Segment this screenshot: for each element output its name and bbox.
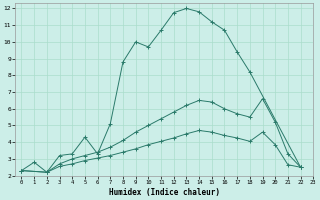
X-axis label: Humidex (Indice chaleur): Humidex (Indice chaleur) (109, 188, 220, 197)
